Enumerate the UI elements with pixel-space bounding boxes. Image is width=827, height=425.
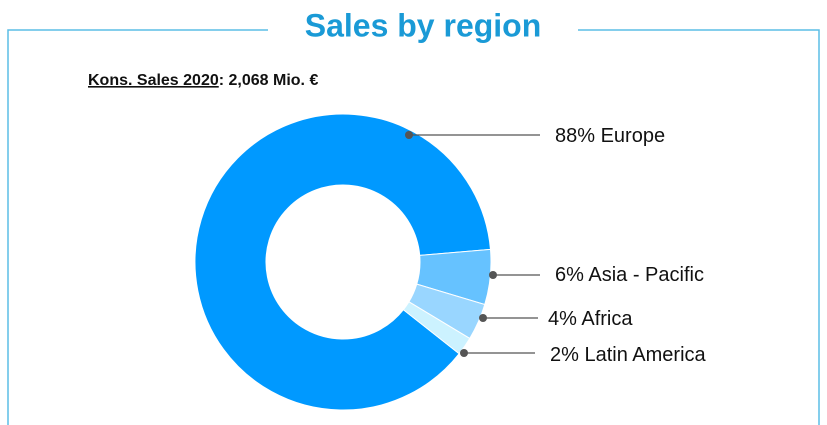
slice-label: 88% Europe <box>555 125 665 147</box>
subtitle-value: : 2,068 Mio. € <box>219 72 319 89</box>
slice-label: 6% Asia - Pacific <box>555 264 704 286</box>
subtitle: Kons. Sales 2020: 2,068 Mio. € <box>88 72 318 89</box>
value-label: 4% <box>548 308 577 330</box>
slice-label: 4% Africa <box>548 308 633 330</box>
frame-right <box>578 29 820 425</box>
category-label: Latin America <box>584 344 706 366</box>
leader-dot <box>405 131 413 139</box>
slice-label: 2% Latin America <box>550 344 707 366</box>
chart-title: Sales by region <box>305 7 542 43</box>
leader-dot <box>479 314 487 322</box>
value-label: 88% <box>555 125 595 147</box>
value-label: 6% <box>555 264 584 286</box>
donut-slice <box>194 113 492 411</box>
donut-slice <box>402 301 471 355</box>
value-label: 2% <box>550 344 579 366</box>
leader-dot <box>460 349 468 357</box>
frame <box>7 29 820 425</box>
subtitle-label: Kons. Sales 2020 <box>88 72 219 89</box>
frame-left <box>7 29 268 425</box>
leader-dot <box>489 271 497 279</box>
category-label: Asia - Pacific <box>588 264 704 286</box>
category-label: Africa <box>581 308 633 330</box>
category-label: Europe <box>601 125 666 147</box>
